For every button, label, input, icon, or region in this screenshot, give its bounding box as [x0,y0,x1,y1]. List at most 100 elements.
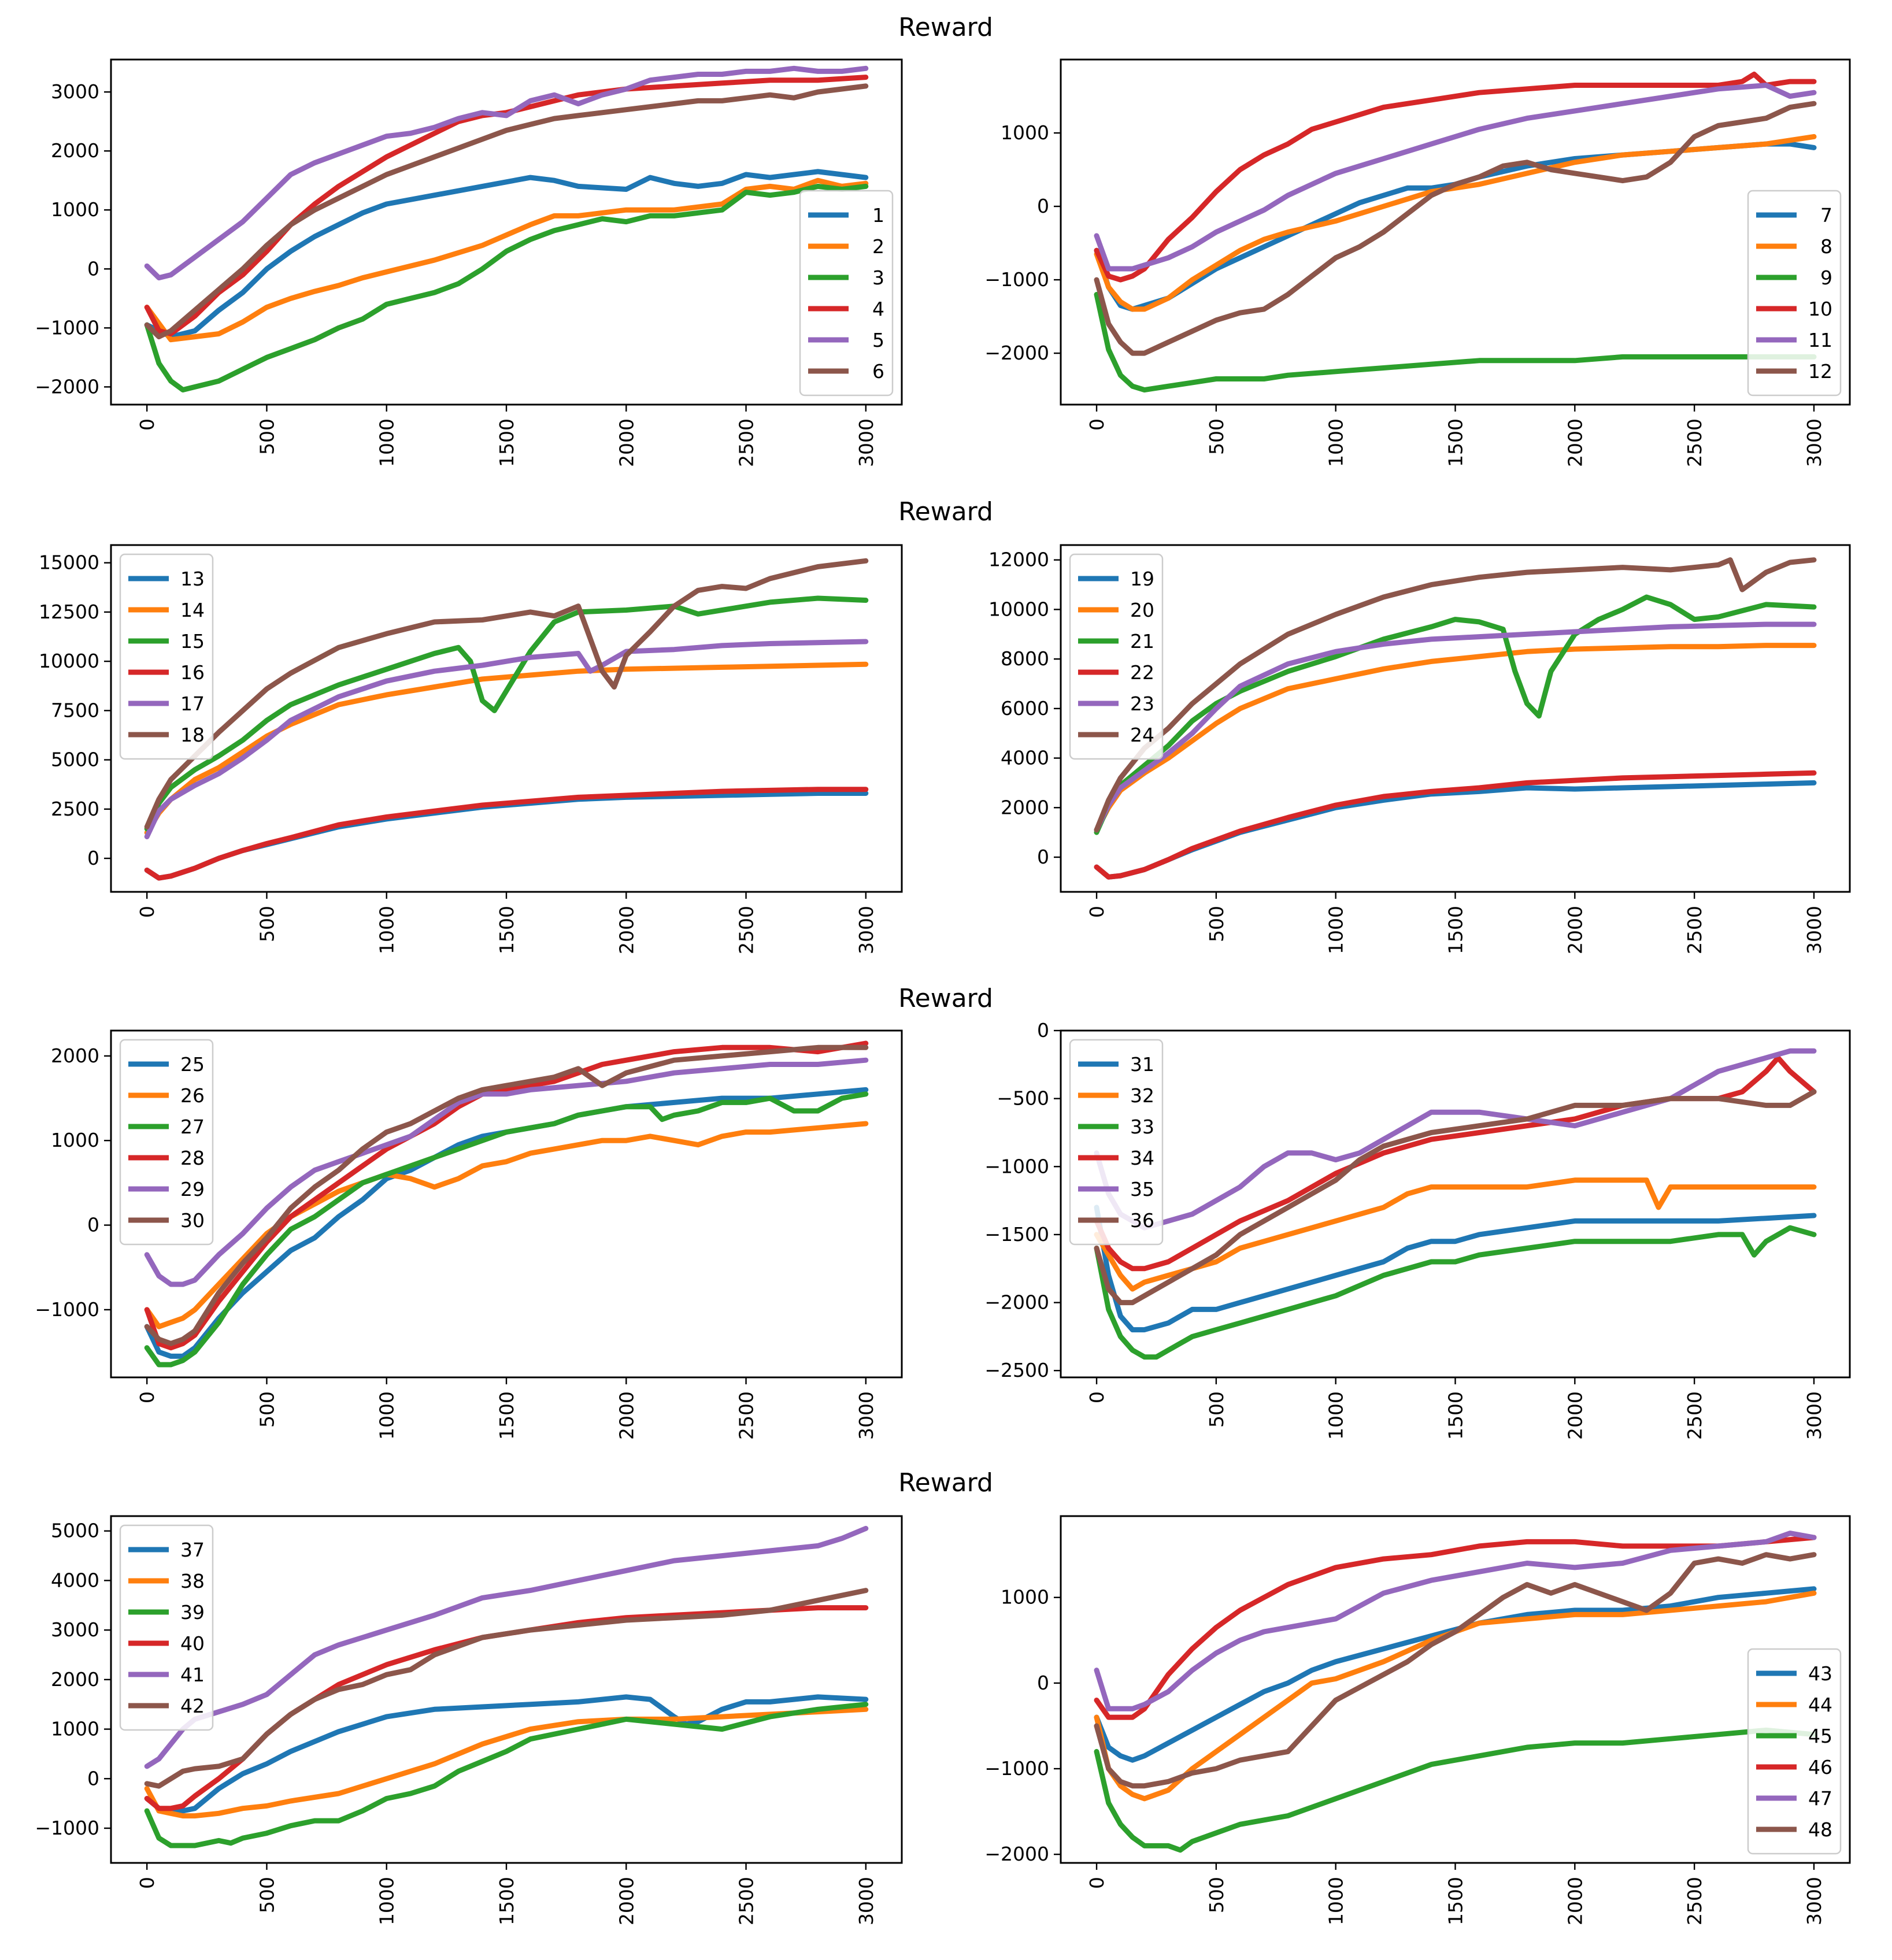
x-tick-label: 1500 [1445,1391,1467,1440]
x-tick-label: 1500 [495,906,518,954]
legend-label-16: 16 [180,661,205,684]
x-tick-label: 0 [136,1391,158,1403]
x-tick-label: 2500 [735,906,758,954]
chart-panel-1: 0 500 1000 1500 2000 2500 3000 −2000 −1000 0 1000 2… [35,58,903,467]
x-tick-label: 500 [256,418,278,455]
y-tick-label: 10000 [39,650,99,672]
series-line-18 [144,558,869,829]
legend-box [799,190,894,397]
row-title-3-text: Reward [898,984,993,1013]
series-line-1 [144,169,869,340]
legend-box [1069,553,1164,760]
y-tick-label: 1000 [1001,1586,1049,1609]
chart-panel-3: 0 500 1000 1500 2000 2500 3000 0 2500 5000 7500 100… [39,544,903,954]
y-tick-label: −2000 [984,1843,1049,1865]
series-line-41 [144,1525,869,1769]
series-line-17 [144,639,869,839]
series-line-24 [1094,557,1817,833]
x-tick-label: 2000 [1564,1391,1586,1440]
x-tick-label: 1500 [1445,418,1467,467]
legend-label-30: 30 [180,1209,205,1232]
x-tick-label: 0 [1086,906,1108,918]
legend-label-21: 21 [1130,630,1154,653]
y-tick-label: −1000 [984,1155,1049,1177]
y-tick-label: −1000 [35,316,99,339]
legend-label-43: 43 [1808,1662,1832,1685]
series-line-45 [1094,1727,1817,1853]
row-title-3: Reward [898,984,993,1013]
x-tick-label: 3000 [855,418,877,467]
x-tick-label: 2000 [1564,906,1586,954]
legend-box [1747,1648,1842,1855]
row-title-1-text: Reward [898,13,993,42]
x-tick-label: 2000 [1564,1877,1586,1925]
y-tick-label: −1000 [35,1298,99,1321]
legend-label-39: 39 [180,1601,205,1624]
series-line-26 [144,1121,869,1329]
series-line-20 [1094,643,1817,833]
legend-label-9: 9 [1820,266,1832,289]
legend-label-14: 14 [180,599,205,621]
x-tick-label: 500 [1205,1391,1228,1428]
x-tick-label: 500 [256,1391,278,1428]
legend-label-45: 45 [1808,1725,1832,1747]
series-line-13 [144,791,869,881]
y-tick-label: 7500 [51,699,99,721]
y-tick-label: 5000 [51,1520,99,1542]
row-title-4: Reward [898,1468,993,1498]
series-line-42 [144,1588,869,1789]
row-title-1: Reward [898,13,993,42]
series-lines [1094,557,1817,880]
legend-label-42: 42 [180,1695,205,1717]
legend-label-48: 48 [1808,1818,1832,1841]
legend-label-41: 41 [180,1663,205,1686]
y-tick-label: −1000 [984,268,1049,291]
series-line-11 [1094,83,1817,272]
series-line-8 [1094,134,1817,312]
legend-box [1069,1039,1164,1246]
y-tick-label: 2500 [51,798,99,820]
chart-panel-7: 0 500 1000 1500 2000 2500 3000 −1000 0 1000 2000 30… [35,1515,903,1925]
chart-panel-8: 0 500 1000 1500 2000 2500 3000 −2000 −1000 0 1000 4… [984,1515,1851,1925]
legend-box [119,553,214,760]
legend-label-7: 7 [1820,204,1832,227]
legend-label-8: 8 [1820,235,1832,258]
y-tick-label: 2000 [51,139,99,162]
legend: 25 26 27 28 29 30 [119,1039,214,1246]
axes-frame [1060,1029,1851,1379]
y-tick-label: 2000 [51,1044,99,1067]
legend-label-10: 10 [1808,298,1832,320]
x-tick-label: 1000 [376,418,398,467]
series-line-2 [144,177,869,343]
x-tick-label: 2500 [1683,1391,1706,1440]
legend-label-34: 34 [1130,1147,1154,1169]
series-line-29 [144,1057,869,1287]
series-lines [144,558,869,881]
x-tick-label: 1500 [1445,906,1467,954]
x-tick-label: 3000 [855,1391,877,1440]
series-line-47 [1094,1531,1817,1711]
legend: 37 38 39 40 41 42 [119,1524,214,1731]
chart-panel-6: 0 500 1000 1500 2000 2500 3000 −2500 −2000 −1500 −… [984,1019,1851,1440]
legend-label-5: 5 [872,329,884,351]
series-line-37 [144,1694,869,1814]
series-line-19 [1094,780,1817,880]
x-tick-label: 3000 [855,906,877,954]
series-line-46 [1094,1535,1817,1720]
legend-box [119,1039,214,1246]
x-tick-label: 1000 [376,1877,398,1925]
legend: 43 44 45 46 47 48 [1747,1648,1842,1855]
legend: 7 8 9 10 11 12 [1747,190,1842,397]
x-tick-label: 2500 [1683,1877,1706,1925]
y-tick-label: 0 [1037,1672,1049,1694]
x-tick-label: 1500 [495,1877,518,1925]
series-lines [144,1040,869,1368]
legend-label-17: 17 [180,692,205,715]
series-line-35 [1094,1048,1817,1231]
series-line-3 [144,183,869,392]
x-tick-label: 0 [136,906,158,918]
row-title-4-text: Reward [898,1468,993,1498]
legend-label-44: 44 [1808,1694,1832,1716]
legend: 13 14 15 16 17 18 [119,553,214,760]
